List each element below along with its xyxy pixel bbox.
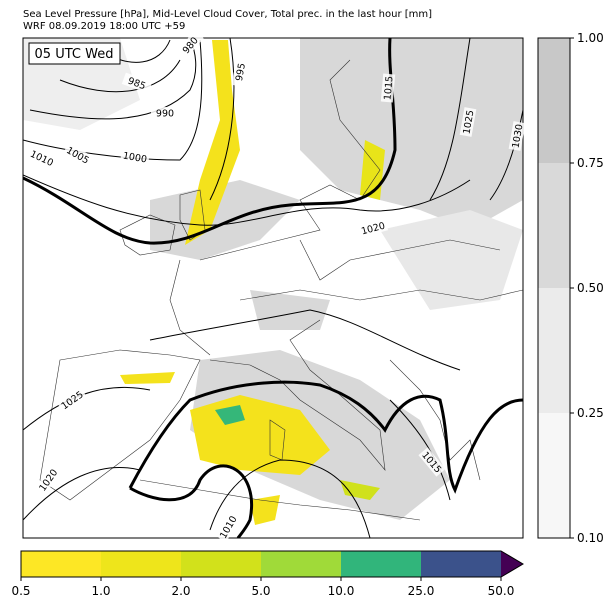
isobar-label: 1025: [461, 109, 476, 135]
cloud-tick-label: 0.75: [577, 156, 604, 170]
isobar-label-bg: [508, 121, 526, 151]
cloud-tick-label: 0.10: [577, 531, 604, 545]
cloud-tick-label: 0.50: [577, 281, 604, 295]
precip-level: [421, 551, 501, 577]
isobar-label: 1000: [122, 150, 148, 165]
cloud-tick-label: 1.00: [577, 31, 604, 45]
map-frame: [22, 37, 524, 539]
cloud-level: [538, 38, 570, 163]
isobar-label-bg: [357, 218, 389, 238]
isobar-label: 1030: [510, 123, 525, 149]
precip-tick-label: 2.0: [171, 584, 190, 598]
precip-tick-label: 5.0: [251, 584, 270, 598]
precip-level: [181, 551, 261, 577]
precip-level: [341, 551, 421, 577]
cloud-level: [538, 288, 570, 413]
isobar-label-bg: [26, 146, 58, 170]
isobar-label-bg: [215, 511, 241, 543]
isobar-label-bg: [176, 30, 204, 60]
cloud-level: [538, 413, 570, 538]
precipitation: [120, 40, 385, 525]
time-label: 05 UTC Wed: [35, 47, 114, 62]
precip-level: [261, 551, 341, 577]
precip-tick-label: 0.5: [11, 584, 30, 598]
isobar-label-bg: [57, 387, 87, 413]
precip-colorbar: 0.5 1.0 2.0 5.0 10.0 25.0 50.0: [11, 550, 524, 598]
cloud-tick-label: 0.25: [577, 406, 604, 420]
isobar-label-bg: [459, 107, 477, 137]
isobar-label-bg: [418, 447, 446, 477]
isobar-label-bg: [380, 73, 396, 103]
cloud-colorbar: 0.10 0.25 0.50 0.75 1.00: [537, 31, 604, 545]
thick-isobars: [23, 38, 523, 538]
title: Sea Level Pressure [hPa], Mid-Level Clou…: [23, 9, 432, 20]
isobar-label-bg: [120, 148, 150, 166]
isobar-label-bg: [62, 142, 94, 168]
isobar-label: 995: [234, 62, 248, 82]
colorbar-extend: [501, 551, 523, 577]
precip-level: [21, 551, 101, 577]
time-label-box: [28, 42, 121, 65]
precip-tick-label: 25.0: [408, 584, 435, 598]
isobar-label-bg: [151, 107, 179, 119]
isobar-label-bg: [35, 465, 61, 495]
isobar-label: 1015: [382, 76, 395, 101]
isobar-label-bg: [121, 72, 153, 94]
subtitle: WRF 08.09.2019 18:00 UTC +59: [23, 21, 185, 32]
coastlines: [39, 59, 523, 521]
colorbar-frame: [20, 550, 524, 578]
isobar-label-bg: [231, 57, 249, 87]
map-area: [23, 38, 523, 538]
precip-tick-label: 1.0: [91, 584, 110, 598]
precip-tick-label: 50.0: [488, 584, 515, 598]
precip-level: [101, 551, 181, 577]
precip-tick-label: 10.0: [328, 584, 355, 598]
cloud-level: [538, 163, 570, 288]
isobar-label: 990: [156, 109, 174, 120]
